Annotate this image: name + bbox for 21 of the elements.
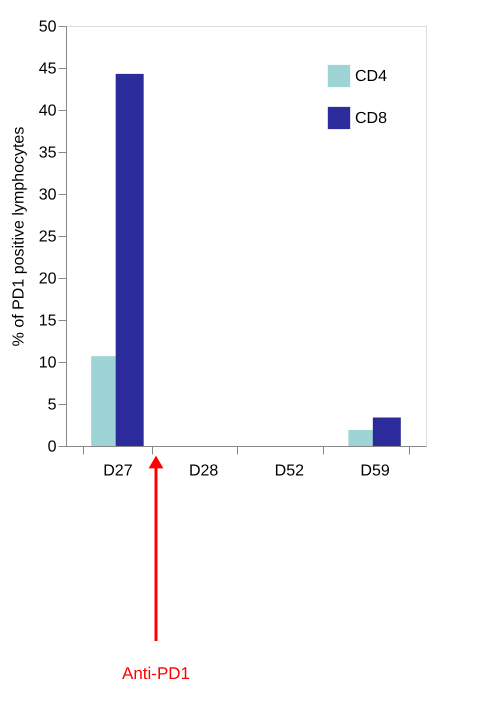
text: Anti-PD1 xyxy=(122,664,190,683)
y-tick-label: 40 xyxy=(38,102,57,120)
y-tick-label: 35 xyxy=(38,144,57,162)
y-tick-label: 5 xyxy=(48,396,57,414)
y-tick-label: 0 xyxy=(48,438,57,456)
legend-label: CD8 xyxy=(355,110,388,127)
bar xyxy=(372,417,401,446)
y-tick-label: 20 xyxy=(38,270,57,288)
x-tick-label: D59 xyxy=(360,462,390,480)
y-tick-label: 50 xyxy=(38,18,57,36)
legend-label: CD4 xyxy=(355,68,388,85)
y-tick-label: 45 xyxy=(38,60,57,78)
bar xyxy=(116,74,144,446)
x-tick-label: D52 xyxy=(274,462,304,480)
x-tick-label: D27 xyxy=(103,462,133,480)
y-tick-label: 15 xyxy=(38,312,57,330)
y-axis-title: % of PD1 positive lymphocytes xyxy=(10,126,28,346)
y-tick-label: 25 xyxy=(38,228,57,246)
y-tick-label: 10 xyxy=(38,354,57,372)
y-tick-label: 30 xyxy=(38,186,57,204)
x-tick-label: D28 xyxy=(188,462,218,480)
